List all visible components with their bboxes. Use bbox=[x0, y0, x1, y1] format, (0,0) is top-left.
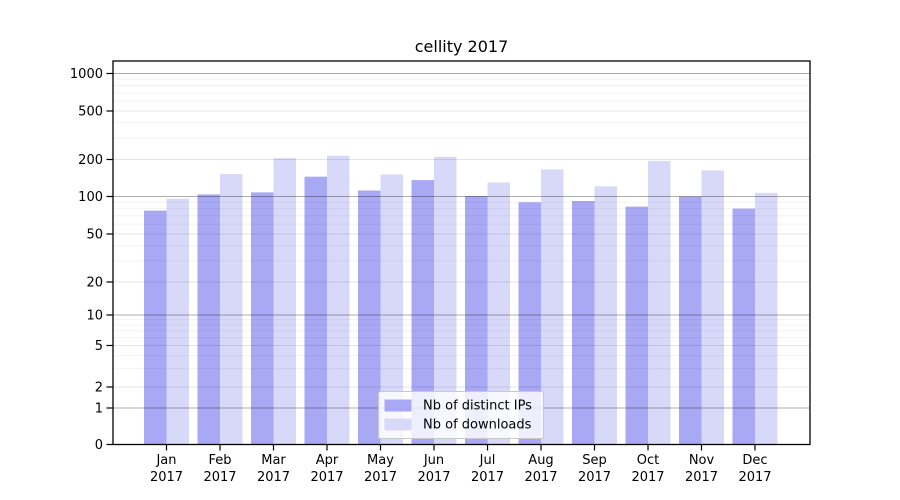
x-tick-label-month: Jun bbox=[423, 453, 444, 468]
bar-dec-distinct-ips bbox=[732, 208, 755, 445]
y-tick-label: 1 bbox=[95, 402, 103, 417]
bar-jul-downloads bbox=[487, 182, 510, 445]
x-tick-label-year: 2017 bbox=[417, 470, 450, 485]
x-tick-label-month: Sep bbox=[582, 453, 607, 468]
x-tick-label-month: Jan bbox=[155, 453, 176, 468]
y-tick-label: 20 bbox=[86, 276, 103, 291]
bar-apr-distinct-ips bbox=[304, 176, 327, 445]
bar-may-distinct-ips bbox=[358, 190, 381, 445]
x-tick-label-month: May bbox=[367, 453, 394, 468]
axes-layer: 0 1 2 5 10 20 50 100 200 500 1000 Jan 2017 Feb 2017 Mar… bbox=[70, 67, 772, 485]
bar-jun-downloads bbox=[434, 156, 457, 445]
x-tick-label-year: 2017 bbox=[631, 470, 664, 485]
legend-label-distinct-ips: Nb of distinct IPs bbox=[423, 399, 532, 414]
y-tick-label: 10 bbox=[86, 309, 103, 324]
x-tick-label-year: 2017 bbox=[203, 470, 236, 485]
legend-swatch-distinct-ips bbox=[384, 399, 412, 412]
x-tick-label-year: 2017 bbox=[364, 470, 397, 485]
x-tick-label-year: 2017 bbox=[738, 470, 771, 485]
bar-jul-distinct-ips bbox=[465, 196, 488, 445]
bar-nov-downloads bbox=[701, 170, 724, 445]
legend: Nb of distinct IPs Nb of downloads bbox=[378, 391, 544, 439]
bar-sep-downloads bbox=[594, 186, 617, 445]
y-tick-label: 2 bbox=[95, 381, 103, 396]
x-tick-label-year: 2017 bbox=[524, 470, 557, 485]
bar-mar-distinct-ips bbox=[251, 192, 274, 445]
bars-layer bbox=[144, 155, 778, 445]
x-tick-label-year: 2017 bbox=[685, 470, 718, 485]
bar-feb-distinct-ips bbox=[197, 194, 220, 445]
bar-jun-distinct-ips bbox=[411, 180, 434, 445]
x-tick-label-month: Mar bbox=[261, 453, 286, 468]
x-tick-label-year: 2017 bbox=[310, 470, 343, 485]
y-tick-label: 1000 bbox=[70, 67, 103, 82]
bar-aug-distinct-ips bbox=[518, 202, 541, 445]
y-tick-label: 0 bbox=[95, 438, 103, 453]
y-tick-label: 500 bbox=[78, 105, 103, 120]
x-tick-label-year: 2017 bbox=[150, 470, 183, 485]
bar-nov-distinct-ips bbox=[679, 196, 702, 445]
bar-aug-downloads bbox=[541, 169, 564, 445]
bar-jan-downloads bbox=[166, 198, 189, 445]
bar-feb-downloads bbox=[220, 174, 243, 445]
x-tick-label-month: Jul bbox=[479, 453, 496, 468]
bar-oct-downloads bbox=[648, 160, 671, 445]
legend-box bbox=[378, 391, 544, 439]
bar-may-downloads bbox=[380, 174, 403, 445]
legend-swatch-downloads bbox=[384, 418, 412, 431]
x-tick-label-month: Feb bbox=[208, 453, 231, 468]
x-tick-label-month: Apr bbox=[316, 453, 339, 468]
plot-frame bbox=[112, 60, 811, 446]
y-tick-label: 100 bbox=[78, 190, 103, 205]
x-tick-label-year: 2017 bbox=[578, 470, 611, 485]
x-tick-label-month: Nov bbox=[689, 453, 715, 468]
x-tick-label-month: Aug bbox=[528, 453, 553, 468]
y-tick-label: 5 bbox=[95, 339, 103, 354]
grid-layer bbox=[113, 73, 810, 409]
x-tick-label-month: Dec bbox=[742, 453, 767, 468]
chart-title: cellity 2017 bbox=[415, 37, 509, 56]
y-tick-label: 200 bbox=[78, 153, 103, 168]
y-tick-label: 50 bbox=[86, 228, 103, 243]
bar-jan-distinct-ips bbox=[144, 210, 167, 445]
x-tick-label-month: Oct bbox=[637, 453, 659, 468]
x-tick-label-year: 2017 bbox=[471, 470, 504, 485]
bar-apr-downloads bbox=[327, 155, 350, 445]
bar-sep-distinct-ips bbox=[572, 201, 595, 445]
bar-oct-distinct-ips bbox=[625, 206, 648, 445]
legend-label-downloads: Nb of downloads bbox=[423, 418, 532, 433]
bar-mar-downloads bbox=[273, 158, 296, 445]
bar-dec-downloads bbox=[755, 192, 778, 445]
x-tick-label-year: 2017 bbox=[257, 470, 290, 485]
